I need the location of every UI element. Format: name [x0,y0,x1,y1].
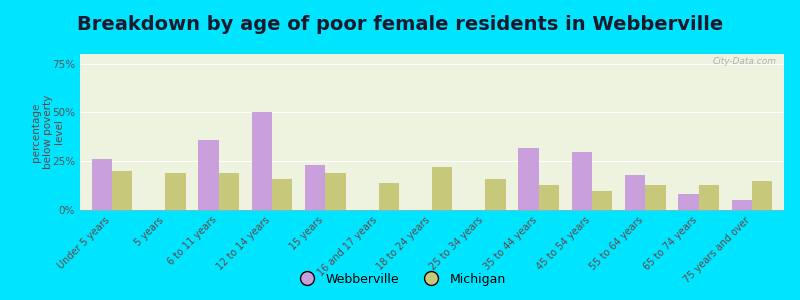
Text: City-Data.com: City-Data.com [713,57,777,66]
Bar [625,175,646,210]
Y-axis label: percentage
below poverty
level: percentage below poverty level [31,95,65,169]
Bar [378,183,399,210]
Bar [698,184,719,210]
Bar [112,171,132,210]
Bar [678,194,698,210]
Bar [572,152,592,210]
Bar [432,167,452,210]
Bar [732,200,752,210]
Bar [592,190,612,210]
Bar [518,148,538,210]
Bar [326,173,346,210]
Text: Breakdown by age of poor female residents in Webberville: Breakdown by age of poor female resident… [77,15,723,34]
Bar [218,173,239,210]
Bar [305,165,326,210]
Legend: Webberville, Michigan: Webberville, Michigan [290,268,510,291]
Bar [486,179,506,210]
Bar [198,140,218,210]
Bar [92,159,112,210]
Bar [538,184,559,210]
Bar [252,112,272,210]
Bar [166,173,186,210]
Bar [752,181,772,210]
Bar [646,184,666,210]
Bar [272,179,292,210]
